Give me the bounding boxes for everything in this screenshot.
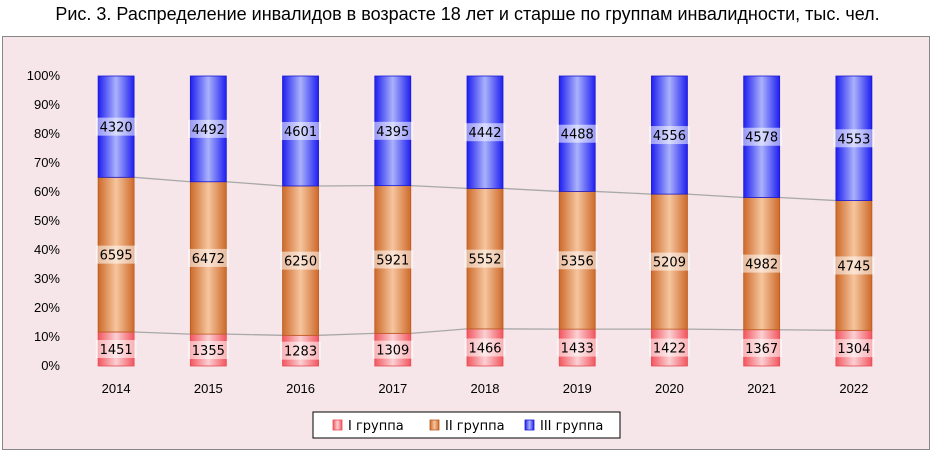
- y-tick-label: 50%: [34, 213, 60, 228]
- legend-box: [312, 411, 621, 439]
- data-label: 4553: [837, 132, 870, 147]
- data-label: 5552: [468, 253, 501, 268]
- data-label: 4601: [284, 125, 317, 140]
- data-label-background: [556, 124, 598, 143]
- series-line-segment: [595, 190, 652, 195]
- data-label-background: [741, 254, 783, 273]
- series-line-segment: [318, 332, 375, 336]
- legend-swatch: [429, 419, 440, 431]
- data-label: 4492: [192, 123, 225, 138]
- x-tick-label: 2020: [655, 381, 684, 396]
- data-label: 5356: [561, 254, 594, 269]
- x-tick-label: 2016: [286, 381, 315, 396]
- data-label-background: [833, 256, 875, 275]
- x-tick-label: 2014: [102, 381, 131, 396]
- x-tick-label: 2018: [471, 381, 500, 396]
- data-label-background: [95, 339, 137, 358]
- data-label-background: [280, 341, 321, 360]
- data-label: 4395: [376, 125, 409, 140]
- y-tick-label: 70%: [34, 155, 60, 170]
- data-label-background: [464, 338, 506, 357]
- series-line-segment: [779, 196, 836, 202]
- data-label-background: [187, 248, 229, 267]
- data-label: 4982: [745, 258, 778, 273]
- y-tick-label: 80%: [34, 126, 60, 141]
- series-line-segment: [502, 187, 560, 193]
- chart-title: Рис. 3. Распределение инвалидов в возрас…: [55, 4, 880, 24]
- series-line-segment: [134, 176, 191, 183]
- data-label: 1309: [376, 344, 409, 359]
- legend-label: I группа: [348, 419, 404, 434]
- y-tick-label: 10%: [34, 329, 60, 344]
- series-line-segment: [134, 331, 191, 335]
- y-tick-label: 0%: [41, 358, 60, 373]
- data-label: 1304: [837, 342, 870, 357]
- y-tick-label: 30%: [34, 271, 60, 286]
- x-tick-label: 2022: [839, 381, 868, 396]
- x-tick-label: 2021: [747, 381, 776, 396]
- data-label-background: [741, 338, 783, 357]
- data-label-background: [833, 339, 875, 358]
- data-label: 4578: [745, 131, 778, 146]
- data-label-background: [649, 338, 690, 357]
- data-label-background: [95, 245, 137, 264]
- data-label: 1451: [100, 343, 133, 358]
- legend-label: II группа: [445, 419, 505, 434]
- data-label-background: [649, 252, 690, 271]
- data-label: 4745: [837, 259, 870, 274]
- data-label-background: [372, 250, 414, 269]
- x-tick-label: 2019: [563, 381, 592, 396]
- data-label-background: [833, 129, 875, 148]
- data-label-background: [187, 341, 229, 360]
- data-label: 4488: [561, 128, 594, 143]
- data-label-background: [372, 121, 414, 140]
- data-label-background: [464, 123, 506, 142]
- data-label: 5921: [376, 253, 409, 268]
- data-label-background: [741, 127, 783, 146]
- data-label-background: [649, 126, 690, 145]
- data-label: 1367: [745, 342, 778, 357]
- y-tick-label: 40%: [34, 242, 60, 257]
- data-label: 1433: [561, 342, 594, 357]
- y-tick-label: 20%: [34, 300, 60, 315]
- data-label: 6250: [284, 255, 317, 270]
- data-label: 4320: [100, 121, 133, 136]
- y-tick-label: 60%: [34, 184, 60, 199]
- x-tick-label: 2017: [378, 381, 407, 396]
- series-line-segment: [410, 328, 468, 334]
- series-line-segment: [687, 193, 744, 199]
- data-label-background: [556, 251, 598, 270]
- data-label-background: [280, 251, 321, 270]
- series-line-segment: [410, 184, 468, 190]
- data-label: 1422: [653, 342, 686, 357]
- data-label: 1466: [468, 341, 501, 356]
- data-label-background: [556, 338, 598, 357]
- data-label: 4442: [468, 126, 501, 141]
- data-label-background: [187, 119, 229, 138]
- data-label: 6595: [100, 249, 133, 264]
- series-line-segment: [226, 181, 283, 187]
- series-line-segment: [779, 329, 836, 331]
- data-label-background: [95, 117, 137, 136]
- data-label: 6472: [192, 252, 225, 267]
- y-tick-label: 90%: [34, 97, 60, 112]
- data-label: 5209: [653, 256, 686, 271]
- legend-label: III группа: [540, 419, 603, 434]
- data-label: 1283: [284, 345, 317, 360]
- data-label-background: [464, 249, 506, 268]
- data-label-background: [280, 121, 321, 140]
- data-label: 4556: [653, 129, 686, 144]
- x-tick-label: 2015: [194, 381, 223, 396]
- legend-swatch: [524, 419, 535, 431]
- y-tick-label: 100%: [27, 68, 61, 83]
- series-line-segment: [687, 328, 744, 331]
- data-label-background: [372, 340, 414, 359]
- data-label: 1355: [192, 344, 225, 359]
- legend-swatch: [332, 419, 343, 431]
- series-line-segment: [226, 333, 283, 336]
